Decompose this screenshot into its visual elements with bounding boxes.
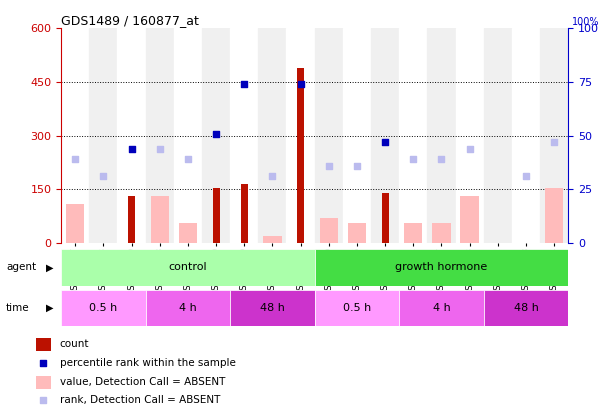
Bar: [297, 68, 304, 243]
Bar: [540, 28, 568, 243]
Point: [465, 145, 475, 152]
Bar: [89, 28, 117, 243]
Bar: [484, 290, 568, 326]
Text: 0.5 h: 0.5 h: [343, 303, 371, 313]
Point: [324, 162, 334, 169]
Point: [521, 173, 531, 180]
Bar: [315, 290, 399, 326]
Text: control: control: [169, 262, 207, 272]
Point: [211, 130, 221, 137]
Point: [155, 145, 164, 152]
Bar: [145, 290, 230, 326]
Point: [240, 81, 249, 87]
Point: [549, 139, 559, 145]
Bar: [287, 28, 315, 243]
Bar: [315, 249, 568, 286]
Text: ▶: ▶: [46, 262, 53, 272]
Text: 4 h: 4 h: [433, 303, 450, 313]
Bar: [263, 236, 282, 243]
Bar: [343, 28, 371, 243]
Bar: [174, 28, 202, 243]
Bar: [36, 338, 51, 351]
Bar: [66, 204, 84, 243]
Bar: [320, 218, 338, 243]
Bar: [512, 28, 540, 243]
Bar: [145, 28, 174, 243]
Text: time: time: [6, 303, 30, 313]
Bar: [382, 193, 389, 243]
Bar: [433, 223, 450, 243]
Bar: [399, 28, 427, 243]
Bar: [213, 188, 219, 243]
Text: count: count: [60, 339, 89, 350]
Bar: [230, 290, 315, 326]
Bar: [371, 28, 399, 243]
Point: [408, 156, 418, 162]
Text: rank, Detection Call = ABSENT: rank, Detection Call = ABSENT: [60, 395, 220, 405]
Bar: [61, 249, 315, 286]
Text: agent: agent: [6, 262, 36, 272]
Bar: [461, 196, 479, 243]
Text: percentile rank within the sample: percentile rank within the sample: [60, 358, 235, 369]
Point: [126, 145, 136, 152]
Text: 4 h: 4 h: [179, 303, 197, 313]
Text: 100%: 100%: [573, 17, 600, 27]
Bar: [61, 28, 89, 243]
Point: [268, 173, 277, 180]
Point: [380, 139, 390, 145]
Bar: [315, 28, 343, 243]
Bar: [202, 28, 230, 243]
Text: ▶: ▶: [46, 303, 53, 313]
Text: growth hormone: growth hormone: [395, 262, 488, 272]
Bar: [241, 184, 247, 243]
Bar: [258, 28, 287, 243]
Point: [352, 162, 362, 169]
Point: [296, 81, 306, 87]
Bar: [399, 290, 484, 326]
Text: 48 h: 48 h: [513, 303, 538, 313]
Point: [436, 156, 446, 162]
Bar: [36, 376, 51, 389]
Text: GDS1489 / 160877_at: GDS1489 / 160877_at: [61, 14, 199, 27]
Bar: [427, 28, 456, 243]
Bar: [230, 28, 258, 243]
Point: [98, 173, 108, 180]
Bar: [150, 196, 169, 243]
Bar: [456, 28, 484, 243]
Bar: [404, 223, 422, 243]
Bar: [179, 223, 197, 243]
Bar: [128, 196, 135, 243]
Bar: [117, 28, 145, 243]
Text: 0.5 h: 0.5 h: [89, 303, 117, 313]
Point: [70, 156, 80, 162]
Bar: [484, 28, 512, 243]
Bar: [61, 290, 145, 326]
Point: [483, 319, 493, 325]
Bar: [348, 223, 366, 243]
Point: [183, 156, 193, 162]
Bar: [545, 188, 563, 243]
Text: value, Detection Call = ABSENT: value, Detection Call = ABSENT: [60, 377, 225, 388]
Text: 48 h: 48 h: [260, 303, 285, 313]
